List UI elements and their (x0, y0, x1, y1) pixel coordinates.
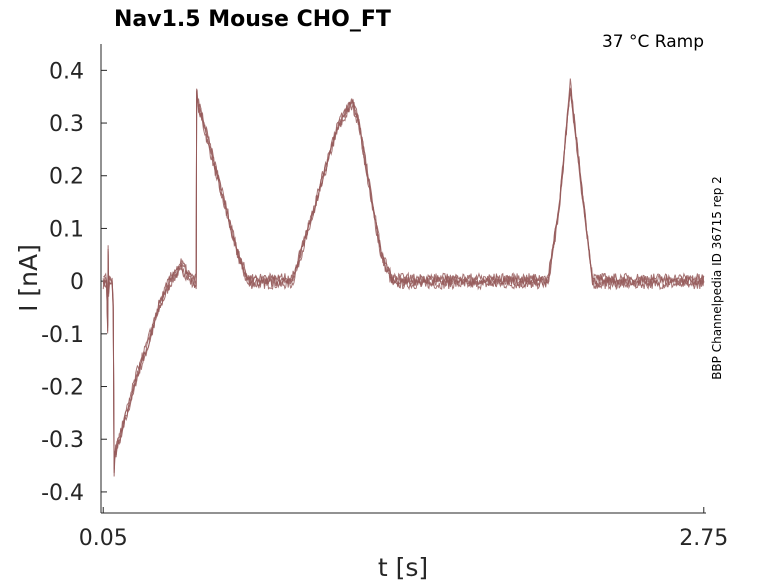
x-ticks: 0.05 2.75 (79, 507, 728, 551)
series-trace-line (102, 87, 705, 470)
series-trace-line (102, 78, 705, 465)
y-tick-label: 0.2 (49, 165, 84, 190)
y-tick-label: 0.3 (49, 112, 84, 137)
y-tick-label: -0.4 (41, 481, 84, 506)
y-ticks: 0.4 0.3 0.2 0.1 0 -0.1 -0.2 -0.3 -0.4 (41, 59, 107, 506)
series-trace-line (102, 90, 705, 477)
x-tick-label: 0.05 (79, 526, 128, 551)
y-tick-label: -0.3 (41, 428, 84, 453)
y-tick-label: -0.2 (41, 376, 84, 401)
y-axis-label: I [nA] (14, 244, 43, 312)
x-tick-label: 2.75 (679, 526, 728, 551)
series-group (102, 78, 705, 477)
y-tick-label: 0 (70, 270, 84, 295)
chart-subtitle: 37 °C Ramp (602, 32, 704, 52)
axes (100, 44, 706, 514)
y-tick-label: -0.1 (41, 323, 84, 348)
chart-title: Nav1.5 Mouse CHO_FT (114, 7, 391, 32)
source-note: BBP Channelpedia ID 36715 rep 2 (710, 176, 724, 380)
y-tick-label: 0.1 (49, 217, 84, 242)
y-tick-label: 0.4 (49, 59, 84, 84)
x-axis-label: t [s] (378, 553, 428, 582)
